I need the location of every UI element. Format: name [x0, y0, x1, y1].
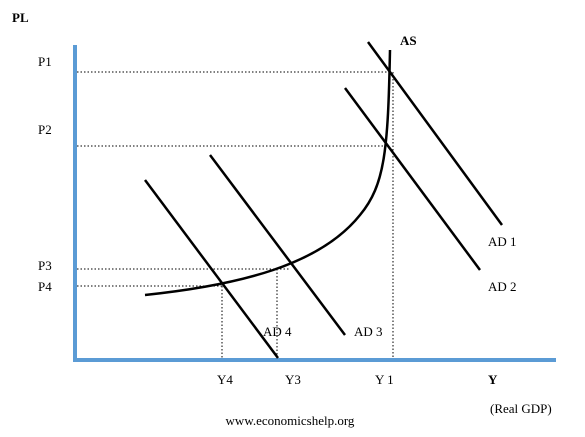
footer: www.economicshelp.org — [226, 413, 355, 428]
curve-label: AD 4 — [263, 324, 292, 339]
ad-curve — [143, 179, 280, 359]
ad-curve — [209, 154, 346, 336]
price-label: P4 — [38, 279, 52, 294]
curve-label: AD 3 — [354, 324, 383, 339]
output-label: Y 1 — [375, 372, 394, 387]
ad-curve — [366, 41, 504, 226]
ad-curve — [343, 87, 482, 271]
curve-label: AD 1 — [488, 234, 517, 249]
as-curve — [144, 49, 392, 297]
y-axis-label: PL — [12, 10, 29, 25]
x-axis-sublabel: (Real GDP) — [490, 401, 552, 416]
price-label: P2 — [38, 122, 52, 137]
x-axis-label: Y — [488, 372, 498, 387]
curve-label: AD 2 — [488, 279, 517, 294]
output-label: Y3 — [285, 372, 301, 387]
price-label: P3 — [38, 258, 52, 273]
price-label: P1 — [38, 54, 52, 69]
curve-label: AS — [400, 33, 417, 48]
output-label: Y4 — [217, 372, 233, 387]
